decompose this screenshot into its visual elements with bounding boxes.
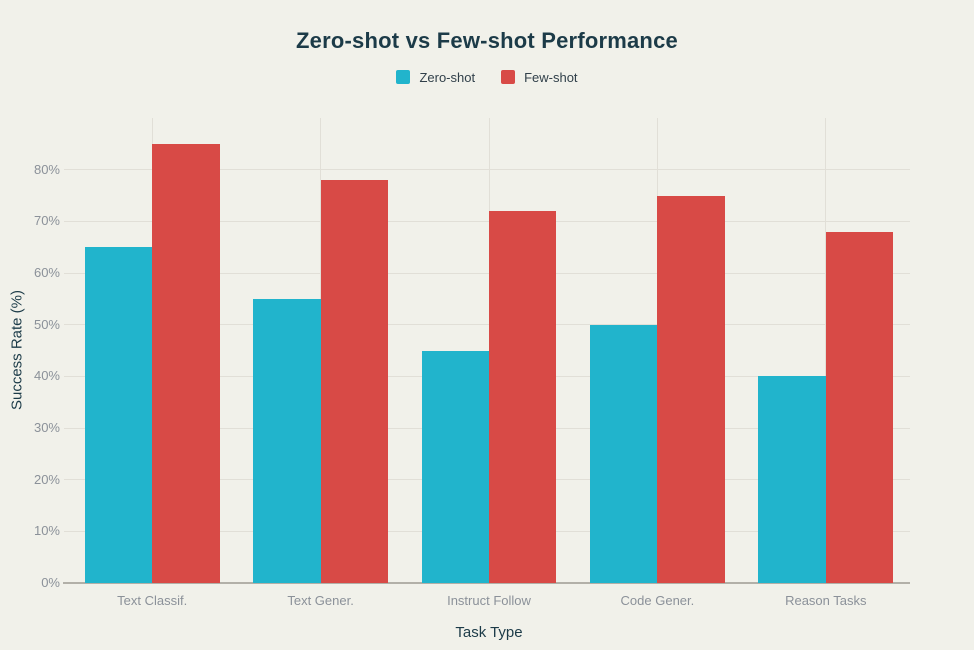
legend-item-few-shot[interactable]: Few-shot [501,69,578,85]
h-gridline [64,169,910,171]
bar-zero-shot-1[interactable] [84,247,153,583]
bar-few-shot-1[interactable] [152,143,220,583]
legend-swatch-icon [501,70,516,84]
chart-legend: Zero-shot Few-shot [0,68,974,86]
h-gridline [64,220,910,222]
x-axis-line [63,582,910,584]
x-tick-label: Reason Tasks [785,593,867,608]
y-tick-label: 10% [33,523,60,539]
y-tick-label: 50% [33,316,60,332]
h-gridline [64,272,910,274]
y-tick-label: 40% [33,368,60,384]
bar-few-shot-4[interactable] [657,195,725,583]
legend-swatch-icon [396,70,411,84]
y-tick-label: 30% [33,420,60,435]
bar-few-shot-2[interactable] [320,180,388,583]
bar-zero-shot-5[interactable] [758,376,826,583]
bar-zero-shot-2[interactable] [253,298,321,583]
y-tick-label: 60% [33,265,60,280]
x-tick-label: Text Gener. [287,593,354,608]
x-axis-title: Task Type [455,624,523,641]
legend-label: Few-shot [524,69,578,85]
y-tick-label: 80% [33,161,60,177]
y-tick-label: 0% [41,575,60,590]
y-tick-label: 20% [33,471,60,487]
x-tick-label: Text Classif. [117,593,188,608]
h-gridline [64,324,910,326]
bar-few-shot-5[interactable] [825,231,894,583]
x-tick-label: Code Gener. [620,593,695,608]
legend-item-zero-shot[interactable]: Zero-shot [396,70,475,85]
chart-title: Zero-shot vs Few-shot Performance [296,28,678,53]
y-axis-title: Success Rate (%) [8,289,26,411]
y-tick-label: 70% [33,213,60,229]
bar-few-shot-3[interactable] [489,211,557,583]
bar-zero-shot-3[interactable] [421,350,489,583]
bar-zero-shot-4[interactable] [590,324,658,583]
x-tick-label: Instruct Follow [447,593,531,608]
legend-label: Zero-shot [419,69,476,85]
